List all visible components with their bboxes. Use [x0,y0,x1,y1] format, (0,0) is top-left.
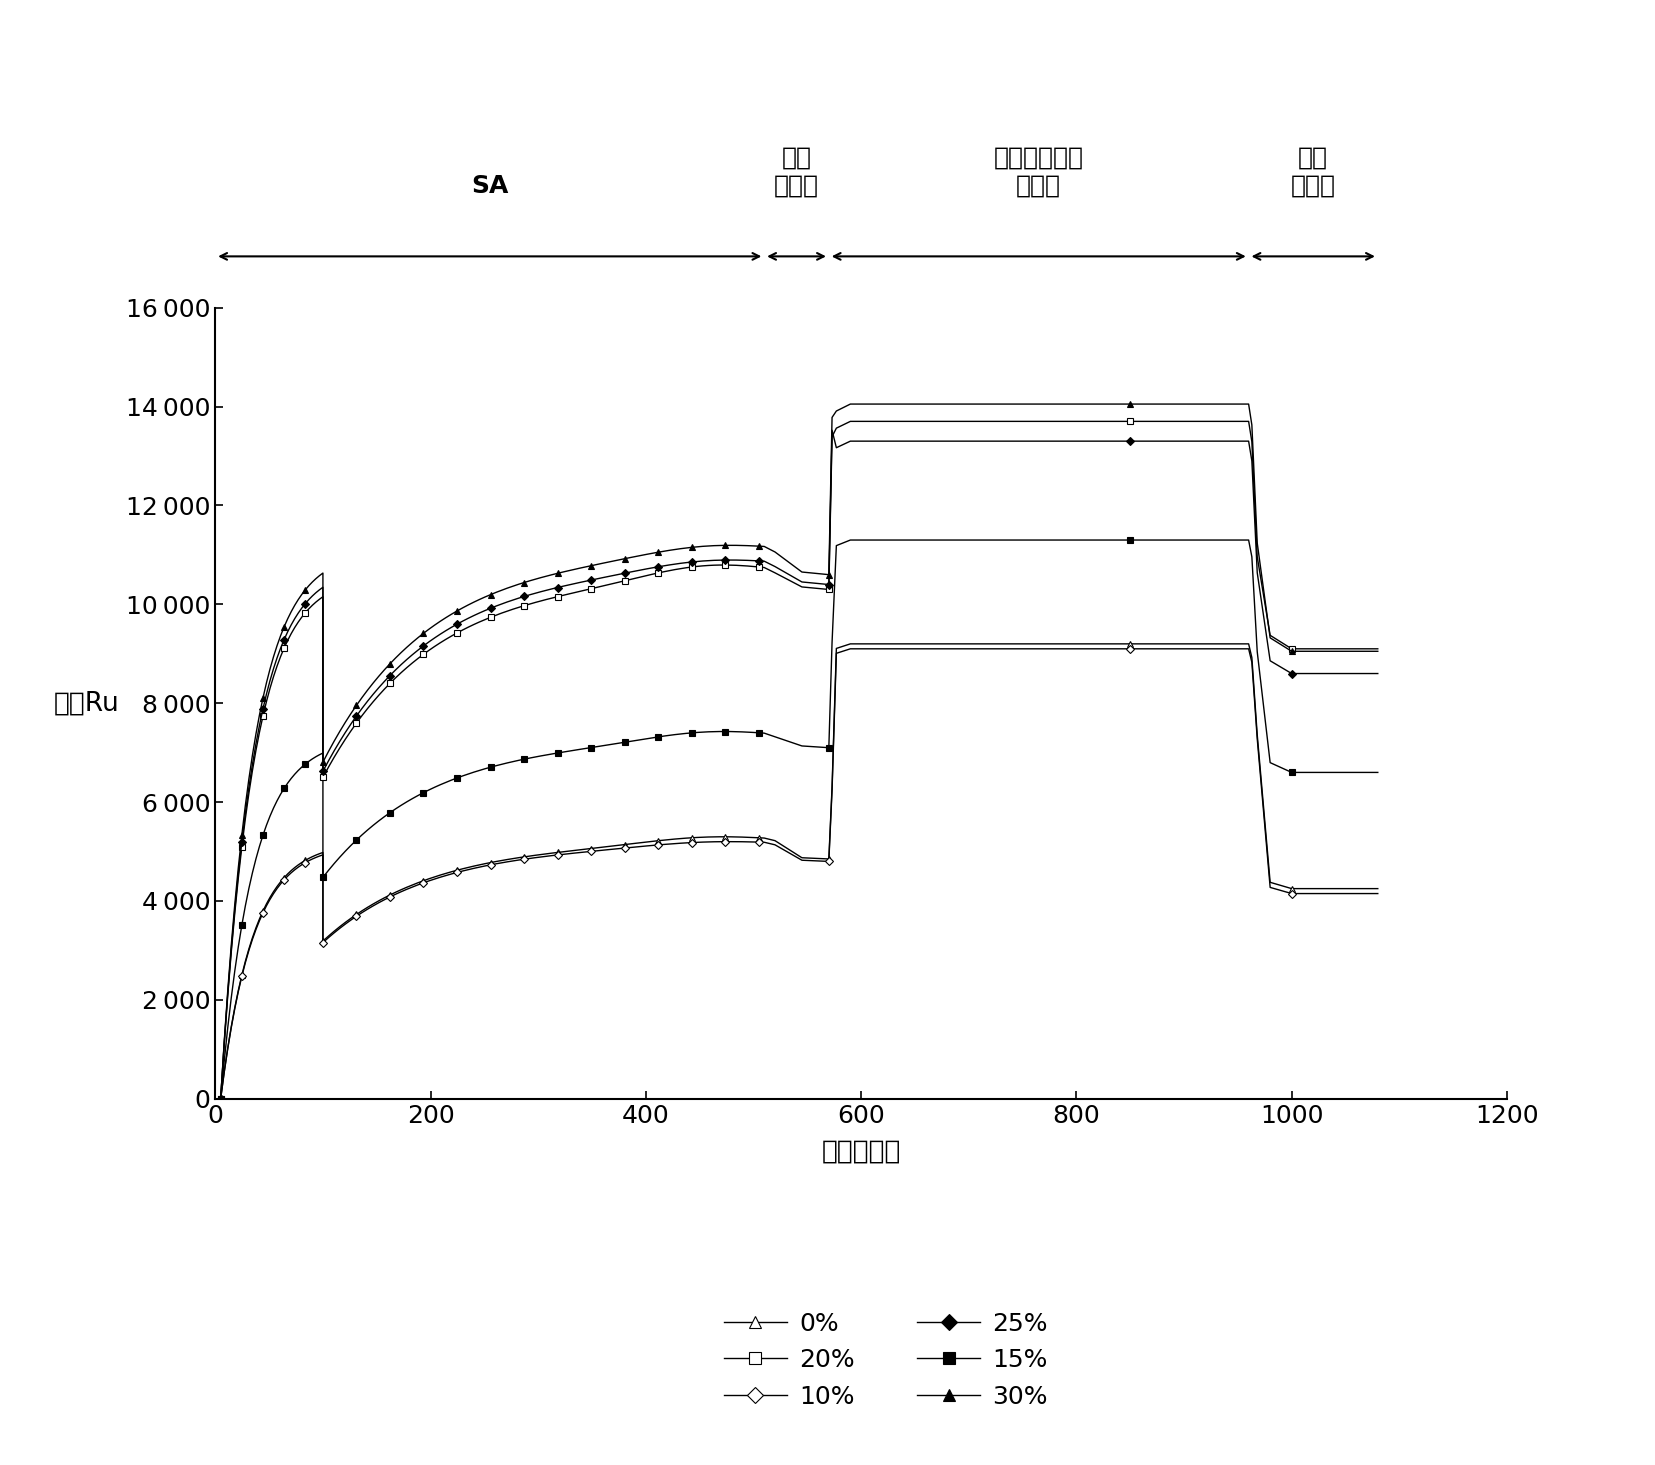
25% [569,574,589,592]
20% [232,838,252,856]
0% [791,848,811,866]
Text: 乙醇胺硒酸盐
缓冲液: 乙醇胺硒酸盐 缓冲液 [993,146,1082,198]
Text: SA: SA [470,174,508,198]
0% [210,1090,230,1108]
30% [841,396,861,413]
Line: 30%: 30% [218,401,1380,1102]
15% [569,741,589,759]
30% [569,560,589,577]
10% [341,911,361,929]
25% [520,586,540,604]
Line: 10%: 10% [218,646,1380,1102]
0% [520,847,540,864]
20% [841,413,861,431]
10% [210,1090,230,1108]
Text: 运行
缓冲液: 运行 缓冲液 [773,146,819,198]
Y-axis label: 响应Ru: 响应Ru [53,690,119,716]
25% [821,422,841,440]
20% [520,595,540,612]
0% [1367,880,1387,898]
30% [1367,643,1387,661]
Line: 20%: 20% [218,419,1380,1102]
25% [232,834,252,851]
30% [341,705,361,722]
25% [210,1090,230,1108]
15% [791,737,811,754]
20% [341,722,361,740]
10% [1367,885,1387,902]
30% [520,571,540,589]
X-axis label: 时间（秒）: 时间（秒） [821,1138,900,1165]
0% [341,910,361,927]
30% [710,536,730,554]
0% [569,841,589,858]
15% [1367,763,1387,781]
Line: 0%: 0% [218,642,1380,1102]
Line: 15%: 15% [218,538,1380,1102]
15% [520,749,540,766]
15% [841,532,861,549]
10% [841,640,861,658]
20% [1367,640,1387,658]
0% [841,636,861,653]
10% [569,844,589,861]
20% [569,583,589,601]
15% [341,837,361,854]
15% [232,917,252,935]
10% [791,851,811,869]
25% [341,715,361,732]
30% [232,826,252,844]
10% [520,850,540,867]
10% [232,967,252,984]
Line: 25%: 25% [218,428,1380,1102]
25% [791,573,811,590]
20% [210,1090,230,1108]
30% [791,563,811,580]
0% [232,967,252,984]
0% [710,828,730,845]
25% [710,551,730,568]
10% [710,834,730,851]
20% [710,557,730,574]
20% [791,579,811,596]
15% [710,722,730,740]
25% [1367,665,1387,683]
Legend: 0%, 20%, 10%, 25%, 15%, 30%: 0%, 20%, 10%, 25%, 15%, 30% [723,1311,1048,1408]
15% [210,1090,230,1108]
Text: 运行
缓冲液: 运行 缓冲液 [1289,146,1336,198]
30% [210,1090,230,1108]
